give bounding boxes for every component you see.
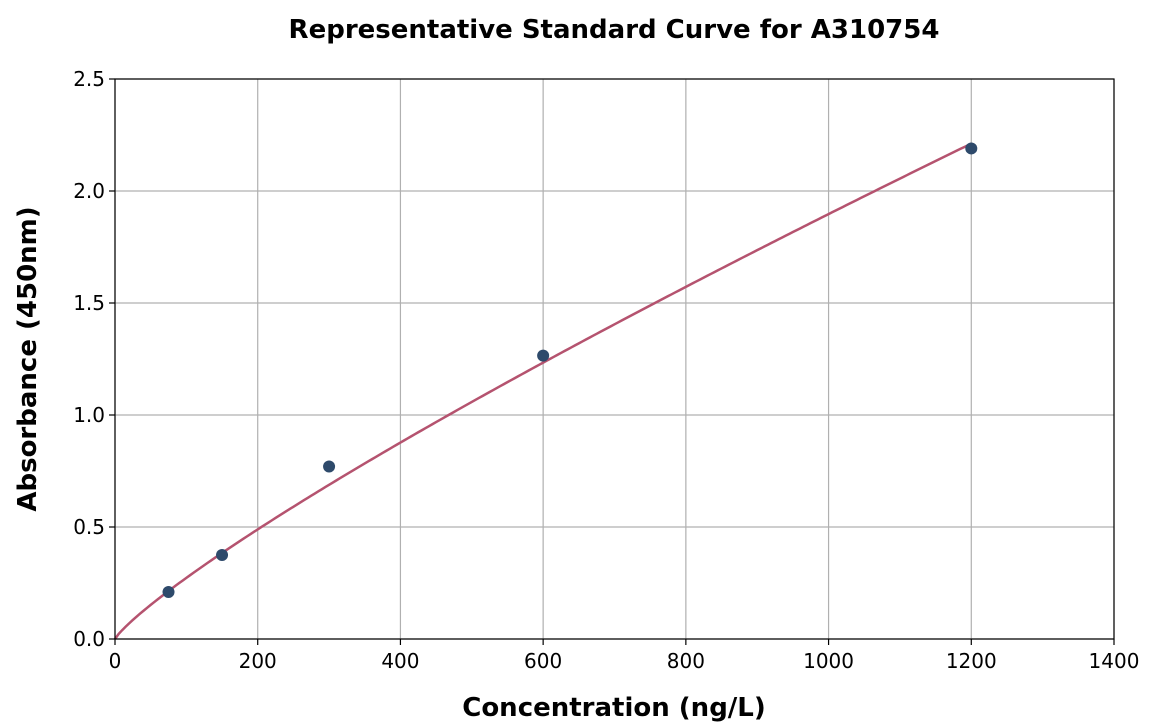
x-tick-label: 1400 — [1089, 649, 1140, 673]
plot-frame — [114, 78, 1115, 640]
x-tick-label: 200 — [239, 649, 277, 673]
x-tick-label: 1200 — [946, 649, 997, 673]
data-point — [323, 460, 336, 473]
data-point — [965, 142, 978, 155]
grid-layer — [114, 78, 1115, 640]
y-tick-label: 0.0 — [73, 627, 105, 651]
y-tick-label: 2.5 — [73, 67, 105, 91]
x-axis-label: Concentration (ng/L) — [462, 693, 766, 723]
x-tick-label: 0 — [109, 649, 122, 673]
y-tick-label: 2.0 — [73, 179, 105, 203]
points-layer — [162, 142, 978, 598]
y-tick-label: 0.5 — [73, 515, 105, 539]
y-tick-label: 1.0 — [73, 403, 105, 427]
y-axis-label: Absorbance (450nm) — [13, 206, 43, 511]
tick-layer: 0 200 400 600 800 1000 1200 1400 0.0 0.5 1.0 1.5 2.0… — [73, 67, 1139, 673]
data-point — [216, 549, 229, 561]
x-tick-label: 400 — [381, 649, 419, 673]
curve-layer — [113, 142, 972, 640]
x-tick-label: 1000 — [803, 649, 854, 673]
data-point — [162, 585, 175, 598]
fit-curve-line — [113, 142, 972, 640]
chart-title: Representative Standard Curve for A31075… — [289, 15, 940, 45]
y-tick-label: 1.5 — [73, 291, 105, 315]
data-point — [537, 349, 550, 362]
x-tick-label: 600 — [524, 649, 562, 673]
x-tick-label: 800 — [667, 649, 705, 673]
